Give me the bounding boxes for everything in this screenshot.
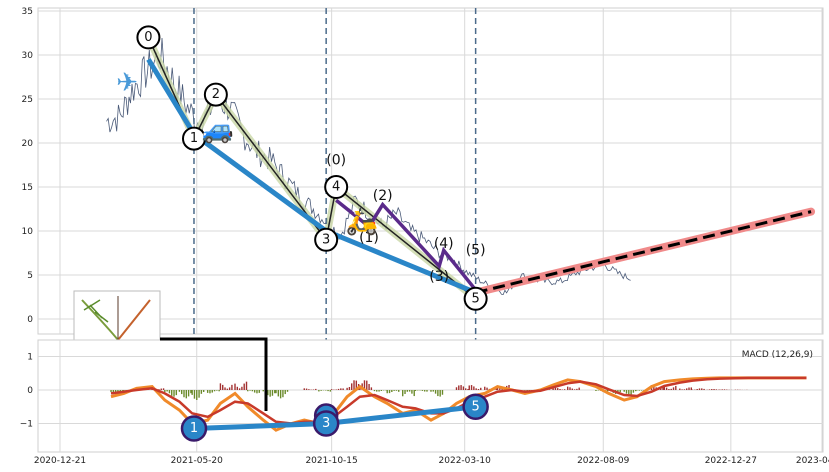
price-y-tick-label: 25	[22, 95, 33, 105]
purple-sub-wave	[335, 198, 477, 292]
wave-point-circle	[203, 82, 228, 107]
projection-dashed-line	[475, 210, 812, 295]
price-y-tick-label: 0	[27, 315, 33, 325]
sub-wave-label: (4)	[434, 236, 454, 252]
airplane-icon: ✈	[116, 68, 138, 98]
wave-point-label: 5	[471, 291, 479, 306]
sub-wave-label: (2)	[373, 188, 393, 204]
macd-y-tick-label: 0	[27, 386, 33, 396]
sub-wave-label: (5)	[466, 242, 486, 258]
macd-y-axis: −1 0 1	[20, 353, 34, 430]
price-y-tick-label: 10	[22, 227, 34, 237]
projection-line	[471, 207, 816, 297]
macd-points: 1 3 5	[180, 393, 489, 442]
macd-series-line	[110, 376, 807, 432]
wave-point-label: 4	[332, 180, 340, 195]
wave-points: 0 1 2 3 4 5	[136, 25, 488, 311]
wave-trend-line	[146, 58, 477, 295]
blue-trend-line	[146, 58, 477, 295]
inset-leaves	[83, 299, 109, 323]
x-tick-label: 2022-12-27	[705, 456, 757, 466]
x-tick-label: 2023-04-06	[796, 456, 829, 466]
wave-point-circle	[314, 227, 339, 252]
car-icon: 🚙	[202, 115, 234, 145]
macd-panel: −1 0 1 1 3 5 MACD (12,26,9)	[20, 339, 824, 453]
price-panel-frame	[37, 7, 824, 335]
macd-point-label: 5	[471, 399, 479, 414]
x-tick-label: 2021-05-20	[171, 456, 224, 466]
macd-point-label: 3	[322, 416, 330, 431]
sub-wave-label: (0)	[326, 153, 346, 169]
scooter-icon: 🛵	[346, 207, 378, 237]
wave-point-circle	[136, 25, 161, 50]
macd-point-circle	[312, 410, 340, 437]
macd-y-tick-label: −1	[20, 420, 33, 430]
wave-point-label: 2	[212, 87, 220, 102]
wave-point-circle	[324, 175, 349, 199]
sub-wave-path	[335, 198, 477, 292]
sub-wave-label: (3)	[429, 269, 449, 285]
price-y-axis: 0 5 10 15 20 25 30 35	[22, 7, 34, 325]
x-tick-label: 2022-08-09	[577, 456, 630, 466]
decorative-icons: ✈ 🚙 🛵	[116, 68, 378, 237]
wave-point-label: 3	[322, 232, 330, 247]
price-y-tick-label: 20	[22, 139, 34, 149]
price-y-tick-label: 35	[22, 7, 33, 17]
macd-title: MACD (12,26,9)	[742, 350, 813, 360]
inset-connector	[160, 337, 268, 411]
price-y-tick-label: 5	[27, 271, 33, 281]
macd-point-circle	[180, 415, 208, 442]
x-tick-label: 2020-12-21	[34, 456, 86, 466]
macd-y-tick-label: 1	[27, 353, 33, 363]
wave-point-label: 0	[144, 30, 152, 45]
wave-point-label: 1	[190, 131, 198, 146]
price-y-tick-label: 15	[22, 183, 33, 193]
macd-point-label: 1	[190, 421, 198, 436]
x-axis: 2020-12-21 2021-05-20 2021-10-15 2022-03-10…	[34, 456, 829, 466]
x-tick-label: 2021-10-15	[305, 456, 357, 466]
sub-wave-label: (1)	[359, 230, 379, 246]
wave-point-circle	[463, 286, 488, 311]
sub-wave-labels: (0) (1) (2) (3) (4) (5)	[326, 153, 485, 285]
x-tick-label: 2022-03-10	[439, 456, 492, 466]
macd-point-circle	[462, 393, 489, 420]
price-y-tick-label: 30	[22, 51, 34, 61]
wave-point-circle	[181, 126, 206, 151]
